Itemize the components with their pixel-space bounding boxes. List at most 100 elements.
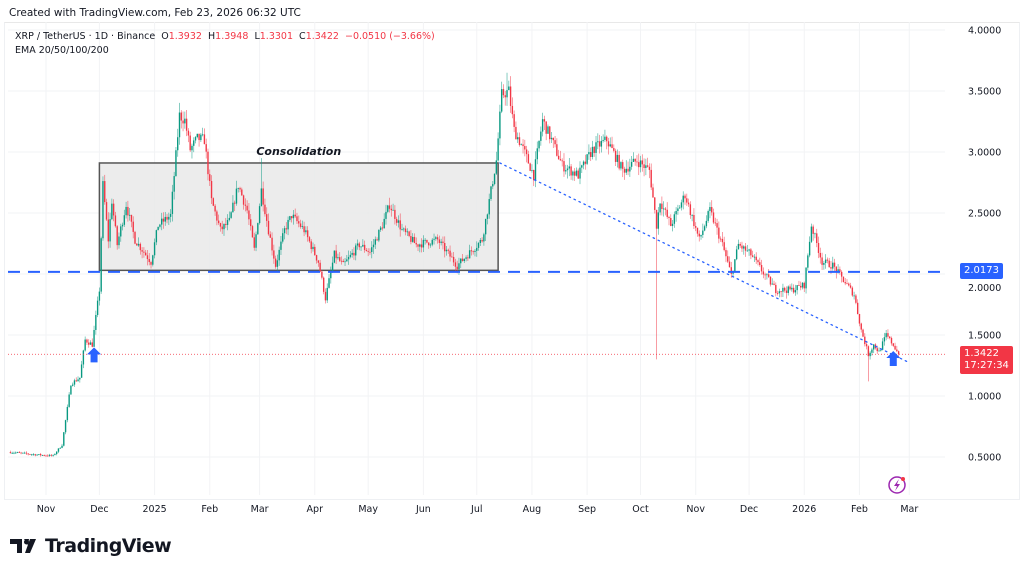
- candle-body: [105, 202, 108, 220]
- candle-body: [490, 186, 492, 200]
- candle-body: [55, 451, 58, 455]
- candle-body: [474, 250, 476, 252]
- current-price: 1.3422: [964, 348, 999, 359]
- candle-body: [500, 89, 503, 112]
- candle-body: [883, 337, 886, 342]
- candle-body: [591, 146, 594, 158]
- candle-body: [239, 187, 241, 190]
- candle-body: [337, 257, 339, 259]
- candle-body: [864, 336, 866, 345]
- candle-body: [675, 210, 677, 215]
- candle-body: [410, 236, 412, 242]
- high-value: 1.3948: [215, 31, 249, 42]
- candle-body: [54, 454, 56, 455]
- candle-body: [750, 249, 752, 256]
- indicator-label[interactable]: EMA 20/50/100/200: [15, 45, 109, 56]
- candle-body: [816, 233, 818, 244]
- candle-body: [426, 239, 428, 243]
- candle-body: [193, 140, 195, 146]
- candle-body: [867, 346, 870, 357]
- candle-body: [493, 173, 496, 185]
- open-value: 1.3932: [168, 31, 202, 42]
- candle-body: [613, 148, 615, 151]
- candle-body: [317, 260, 320, 263]
- lightning-icon[interactable]: [888, 476, 906, 494]
- candle-body: [767, 274, 770, 277]
- candle-body: [545, 121, 547, 134]
- candle-body: [114, 215, 117, 227]
- support-price-tag: 2.0173: [960, 263, 1003, 279]
- candle-body: [144, 252, 147, 256]
- candle-body: [721, 238, 724, 243]
- candle-body: [504, 95, 506, 98]
- candle-body: [648, 166, 651, 170]
- candle-body: [691, 214, 693, 216]
- candle-body: [520, 144, 522, 146]
- candle-body: [61, 445, 63, 448]
- candle-body: [581, 165, 583, 168]
- candle-body: [586, 154, 588, 164]
- candle-body: [808, 241, 811, 256]
- candle-body: [66, 406, 69, 421]
- candle-body: [248, 210, 250, 220]
- downtrend-line: [499, 162, 909, 363]
- symbol-label[interactable]: XRP / TetherUS · 1D · Binance: [15, 31, 156, 42]
- candle-body: [881, 341, 884, 350]
- candle-body: [153, 242, 156, 256]
- candle-body: [869, 352, 871, 357]
- candle-body: [355, 245, 357, 256]
- candle-body: [82, 350, 85, 365]
- candle-body: [614, 150, 617, 162]
- candle-body: [419, 244, 421, 247]
- candle-body: [50, 454, 53, 456]
- candle-body: [84, 339, 86, 351]
- y-tick-label: 2.0000: [968, 283, 1001, 294]
- candle-body: [276, 260, 279, 267]
- consolidation-label: Consolidation: [256, 145, 341, 158]
- candle-body: [602, 139, 604, 141]
- candle-body: [677, 208, 679, 211]
- candle-body: [232, 202, 234, 213]
- candle-body: [629, 166, 631, 172]
- candle-body: [118, 236, 120, 246]
- candle-body: [878, 350, 880, 352]
- x-tick-label: Mar: [251, 504, 269, 515]
- candle-body: [305, 230, 307, 233]
- candle-body: [9, 452, 12, 454]
- candle-body: [112, 203, 115, 216]
- candle-body: [290, 216, 293, 219]
- candle-body: [319, 262, 321, 272]
- y-tick-label: 2.5000: [968, 209, 1001, 220]
- candle-body: [833, 262, 836, 267]
- candle-body: [424, 239, 426, 241]
- candle-body: [775, 284, 777, 294]
- candle-body: [716, 223, 718, 228]
- candle-body: [696, 227, 699, 234]
- candle-body: [885, 333, 887, 338]
- tradingview-logo[interactable]: TradingView: [10, 535, 172, 557]
- candle-body: [616, 154, 619, 162]
- candle-body: [225, 224, 227, 225]
- candle-body: [326, 287, 328, 301]
- y-tick-label: 3.0000: [968, 148, 1001, 159]
- x-tick-label: Aug: [523, 504, 542, 515]
- candle-body: [484, 218, 487, 235]
- close-label: C: [299, 31, 306, 42]
- candle-body: [194, 137, 197, 141]
- candle-body: [853, 295, 855, 297]
- candle-body: [705, 220, 708, 227]
- candle-body: [684, 195, 686, 199]
- candle-body: [178, 112, 181, 138]
- candle-body: [214, 205, 216, 212]
- candle-body: [237, 187, 239, 189]
- candle-body: [120, 226, 122, 237]
- x-tick-label: 2026: [792, 504, 816, 515]
- candle-body: [435, 237, 437, 239]
- candle-body: [310, 241, 312, 250]
- candle-body: [381, 227, 384, 229]
- candle-body: [556, 144, 558, 156]
- candle-body: [890, 337, 893, 344]
- candle-body: [182, 120, 184, 124]
- candle-body: [96, 300, 99, 316]
